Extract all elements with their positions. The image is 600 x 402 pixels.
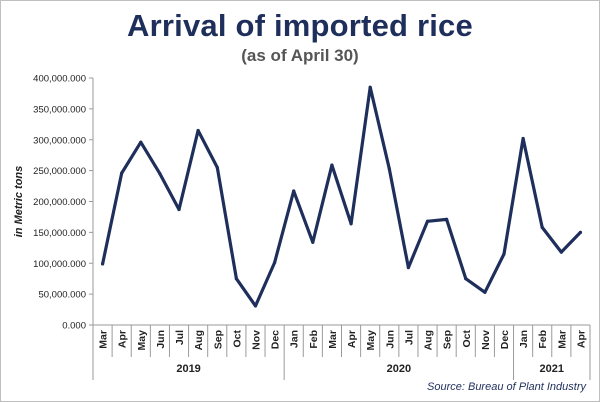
data-point	[120, 171, 124, 175]
x-tick-label: Mar	[327, 330, 339, 349]
year-label: 2021	[540, 363, 564, 375]
data-point	[578, 230, 583, 234]
x-tick-label: Aug	[193, 330, 205, 350]
x-tick-label: Sep	[442, 330, 454, 349]
data-point	[139, 140, 143, 144]
x-tick-label: Jul	[174, 330, 186, 345]
data-point	[253, 304, 258, 308]
x-tick-label: Feb	[537, 330, 549, 349]
x-axis: Mar Apr May Jun Jul Aug Sep Oct Nov Dec Jan Feb Mar A…	[92, 324, 591, 380]
data-point	[100, 262, 105, 266]
y-tick-label: 400,000.000	[33, 74, 86, 85]
data-point	[406, 265, 411, 270]
source-note: Source: Bureau of Plant Industry	[427, 381, 586, 393]
x-tick-label: May	[365, 330, 377, 351]
data-point	[483, 290, 487, 294]
series-layer	[100, 85, 583, 308]
data-point	[540, 225, 544, 230]
chart-subtitle: (as of April 30)	[241, 46, 359, 65]
data-point	[521, 136, 525, 141]
y-axis: 0.000 50,000.000 100,000.000 150,000.000 200…	[33, 74, 94, 332]
data-point	[292, 189, 296, 193]
y-tick-label: 300,000.000	[33, 135, 86, 146]
data-point	[177, 207, 181, 212]
data-point	[349, 222, 353, 226]
x-tick-label: May	[136, 330, 148, 351]
data-point	[445, 217, 449, 222]
x-tick-label: Oct	[231, 330, 243, 348]
data-point	[272, 261, 277, 265]
x-tick-label: Jul	[403, 330, 415, 345]
data-point	[464, 277, 468, 281]
y-tick-label: 0.000	[62, 321, 86, 332]
x-tick-label: Apr	[346, 330, 358, 348]
x-tick-label: Sep	[212, 330, 224, 349]
y-tick-label: 200,000.000	[33, 197, 86, 208]
x-tick-label: Nov	[480, 330, 492, 350]
data-point	[311, 240, 315, 244]
data-point	[559, 250, 563, 254]
data-point	[158, 172, 162, 176]
x-tick-label: Jun	[384, 330, 396, 349]
y-tick-label: 100,000.000	[33, 259, 86, 270]
data-point	[425, 219, 430, 223]
year-label: 2019	[176, 363, 200, 375]
x-tick-label: Oct	[461, 330, 473, 348]
x-tick-label: Nov	[250, 330, 262, 350]
data-point	[196, 128, 200, 133]
data-point	[215, 165, 219, 170]
data-point	[330, 163, 334, 167]
x-tick-label: Feb	[308, 330, 320, 349]
x-tick-label: Mar	[98, 330, 110, 349]
year-label: 2020	[387, 363, 411, 375]
data-point	[234, 277, 238, 281]
x-tick-label: Dec	[270, 330, 282, 349]
x-tick-label: Jan	[289, 330, 301, 348]
chart-title: Arrival of imported rice	[127, 8, 473, 43]
data-point	[368, 85, 372, 89]
x-tick-label: Mar	[556, 330, 568, 349]
x-tick-label: Jan	[518, 330, 530, 348]
y-tick-label: 150,000.000	[33, 228, 86, 239]
x-tick-label: Apr	[117, 330, 129, 348]
y-axis-label: in Metric tons	[13, 166, 25, 238]
x-tick-label: Jun	[155, 330, 167, 349]
data-point	[502, 252, 506, 256]
x-tick-label: Aug	[423, 330, 435, 350]
y-tick-label: 50,000.000	[38, 290, 86, 301]
x-tick-label: Apr	[575, 330, 587, 348]
series-line	[100, 85, 583, 308]
y-tick-label: 250,000.000	[33, 166, 86, 177]
data-point	[387, 167, 391, 171]
y-tick-label: 350,000.000	[33, 104, 86, 115]
x-tick-label: Dec	[499, 330, 511, 349]
